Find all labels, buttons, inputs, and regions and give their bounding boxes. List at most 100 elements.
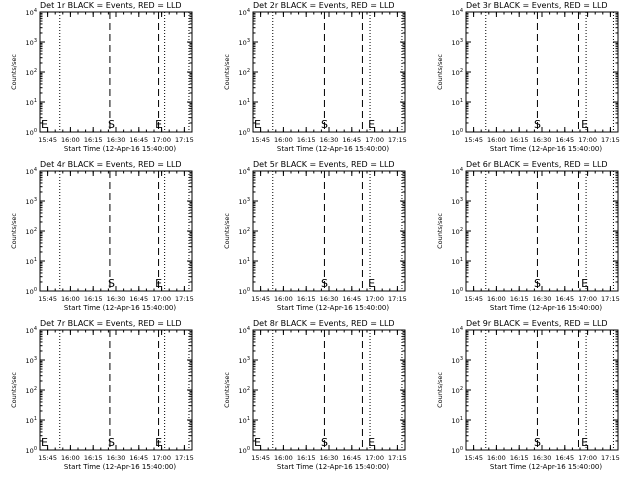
panel-det-5: Det 5r BLACK = Events, RED = LLD Counts/s…	[223, 160, 407, 312]
x-tick-label: 16:00	[61, 454, 80, 462]
x-tick-label: 17:00	[578, 295, 597, 303]
x-tick-label: 16:00	[487, 295, 506, 303]
x-axis-label: Start Time (12-Apr-16 15:40:00)	[277, 304, 389, 312]
x-tick-label: 16:45	[555, 136, 574, 144]
y-tick-label: 100	[452, 128, 463, 137]
marker-e: E	[155, 277, 162, 290]
y-tick-label: 104	[26, 8, 37, 17]
panel-title: Det 3r BLACK = Events, RED = LLD	[466, 1, 608, 10]
y-tick-label: 104	[452, 8, 463, 17]
x-tick-label: 15:45	[38, 295, 57, 303]
x-tick-label: 17:15	[388, 454, 407, 462]
x-tick-label: 16:45	[342, 454, 361, 462]
y-tick-label: 103	[452, 356, 463, 365]
y-tick-label: 104	[26, 326, 37, 335]
x-tick-label: 16:15	[510, 454, 529, 462]
x-tick-label: 15:45	[251, 295, 270, 303]
panel-det-8: Det 8r BLACK = Events, RED = LLD Counts/s…	[223, 319, 407, 471]
x-tick-label: 16:30	[107, 295, 126, 303]
y-tick-label: 100	[26, 128, 37, 137]
x-tick-label: 15:45	[251, 136, 270, 144]
y-axis-label: Counts/sec	[223, 213, 231, 249]
y-tick-label: 104	[239, 8, 250, 17]
panel-title: Det 6r BLACK = Events, RED = LLD	[466, 160, 608, 169]
marker-e: E	[581, 277, 588, 290]
marker-e: E	[254, 436, 261, 449]
x-tick-label: 15:45	[464, 295, 483, 303]
marker-e: E	[581, 118, 588, 131]
y-tick-label: 104	[239, 167, 250, 176]
marker-e: E	[368, 277, 375, 290]
plot-frame	[465, 11, 619, 133]
x-axis-label: Start Time (12-Apr-16 15:40:00)	[490, 304, 602, 312]
x-tick-label: 17:00	[578, 454, 597, 462]
y-tick-label: 103	[26, 356, 37, 365]
marker-s: S	[534, 436, 541, 449]
x-tick-label: 15:45	[251, 454, 270, 462]
y-tick-label: 101	[452, 98, 463, 107]
x-tick-label: 17:00	[578, 136, 597, 144]
marker-s: S	[534, 277, 541, 290]
y-tick-label: 102	[452, 386, 463, 395]
x-tick-label: 16:30	[533, 295, 552, 303]
y-tick-label: 101	[26, 98, 37, 107]
x-tick-label: 16:45	[342, 295, 361, 303]
x-tick-label: 17:15	[601, 454, 620, 462]
plot-frame	[252, 11, 406, 133]
x-tick-label: 16:00	[487, 454, 506, 462]
y-axis-label: Counts/sec	[10, 372, 18, 408]
y-tick-label: 104	[452, 167, 463, 176]
marker-s: S	[321, 436, 328, 449]
marker-s: S	[108, 118, 115, 131]
y-axis-label: Counts/sec	[10, 54, 18, 90]
x-tick-label: 16:30	[320, 136, 339, 144]
plot-frame	[39, 170, 193, 292]
panel-title: Det 1r BLACK = Events, RED = LLD	[40, 1, 182, 10]
x-tick-label: 16:15	[84, 295, 103, 303]
y-tick-label: 102	[239, 227, 250, 236]
panel-det-4: Det 4r BLACK = Events, RED = LLD Counts/s…	[10, 160, 194, 312]
x-tick-label: 16:00	[487, 136, 506, 144]
marker-s: S	[108, 277, 115, 290]
x-tick-label: 17:00	[365, 295, 384, 303]
x-tick-label: 16:45	[555, 295, 574, 303]
panel-title: Det 9r BLACK = Events, RED = LLD	[466, 319, 608, 328]
y-tick-label: 102	[26, 227, 37, 236]
panel-det-2: Det 2r BLACK = Events, RED = LLD Counts/s…	[223, 1, 407, 153]
plot-frame	[39, 11, 193, 133]
x-axis-label: Start Time (12-Apr-16 15:40:00)	[64, 145, 176, 153]
marker-e: E	[155, 118, 162, 131]
marker-e: E	[41, 118, 48, 131]
x-tick-label: 16:00	[61, 295, 80, 303]
y-tick-label: 101	[239, 257, 250, 266]
plot-frame	[252, 170, 406, 292]
x-axis-label: Start Time (12-Apr-16 15:40:00)	[490, 145, 602, 153]
x-tick-label: 16:00	[274, 136, 293, 144]
y-axis-label: Counts/sec	[436, 213, 444, 249]
x-tick-label: 16:45	[129, 295, 148, 303]
marker-e: E	[368, 436, 375, 449]
x-tick-label: 16:30	[107, 454, 126, 462]
x-tick-label: 16:45	[129, 136, 148, 144]
y-tick-label: 100	[452, 446, 463, 455]
y-tick-label: 100	[239, 446, 250, 455]
x-tick-label: 16:00	[274, 454, 293, 462]
y-tick-label: 102	[239, 386, 250, 395]
plot-frame	[252, 329, 406, 451]
x-tick-label: 17:15	[175, 454, 194, 462]
x-tick-label: 16:30	[533, 454, 552, 462]
x-tick-label: 17:00	[152, 295, 171, 303]
panel-det-9: Det 9r BLACK = Events, RED = LLD Counts/s…	[436, 319, 620, 471]
x-tick-label: 16:30	[107, 136, 126, 144]
y-tick-label: 101	[26, 257, 37, 266]
panel-det-3: Det 3r BLACK = Events, RED = LLD Counts/s…	[436, 1, 620, 153]
x-tick-label: 16:15	[84, 454, 103, 462]
x-axis-label: Start Time (12-Apr-16 15:40:00)	[64, 463, 176, 471]
panel-title: Det 2r BLACK = Events, RED = LLD	[253, 1, 395, 10]
y-tick-label: 101	[239, 416, 250, 425]
x-axis-label: Start Time (12-Apr-16 15:40:00)	[277, 145, 389, 153]
y-tick-label: 103	[26, 38, 37, 47]
y-axis-label: Counts/sec	[436, 54, 444, 90]
y-tick-label: 101	[452, 257, 463, 266]
